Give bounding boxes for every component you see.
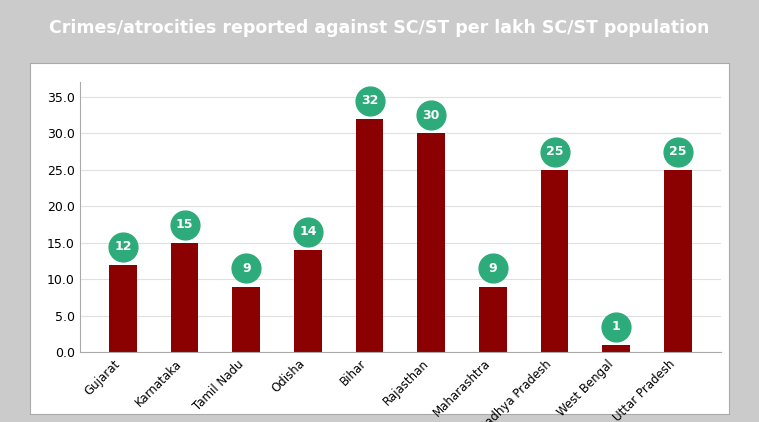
Point (240, 265, 252, 272)
Text: 15: 15 (176, 218, 194, 231)
Bar (664, 170, 691, 352)
Bar (232, 287, 260, 352)
Text: Crimes/atrocities reported against SC/ST per lakh SC/ST population: Crimes/atrocities reported against SC/ST… (49, 19, 710, 38)
Bar (294, 250, 322, 352)
Bar (479, 287, 507, 352)
Text: 25: 25 (546, 145, 563, 158)
Bar (540, 170, 568, 352)
Text: 14: 14 (299, 225, 317, 238)
Point (117, 243, 129, 250)
Text: 30: 30 (423, 108, 440, 122)
Text: 9: 9 (489, 262, 497, 275)
Point (178, 221, 191, 228)
Bar (109, 265, 137, 352)
Point (610, 323, 622, 330)
Point (549, 148, 561, 155)
Text: 12: 12 (114, 240, 131, 253)
Bar (356, 119, 383, 352)
Text: 9: 9 (242, 262, 250, 275)
Text: 25: 25 (669, 145, 687, 158)
Point (364, 97, 376, 104)
Point (302, 229, 314, 235)
Point (672, 148, 684, 155)
Point (487, 265, 499, 272)
Bar (171, 243, 198, 352)
Bar (417, 133, 445, 352)
Point (425, 112, 437, 119)
Bar (603, 345, 630, 352)
Text: 32: 32 (361, 94, 378, 107)
Text: 1: 1 (612, 320, 621, 333)
